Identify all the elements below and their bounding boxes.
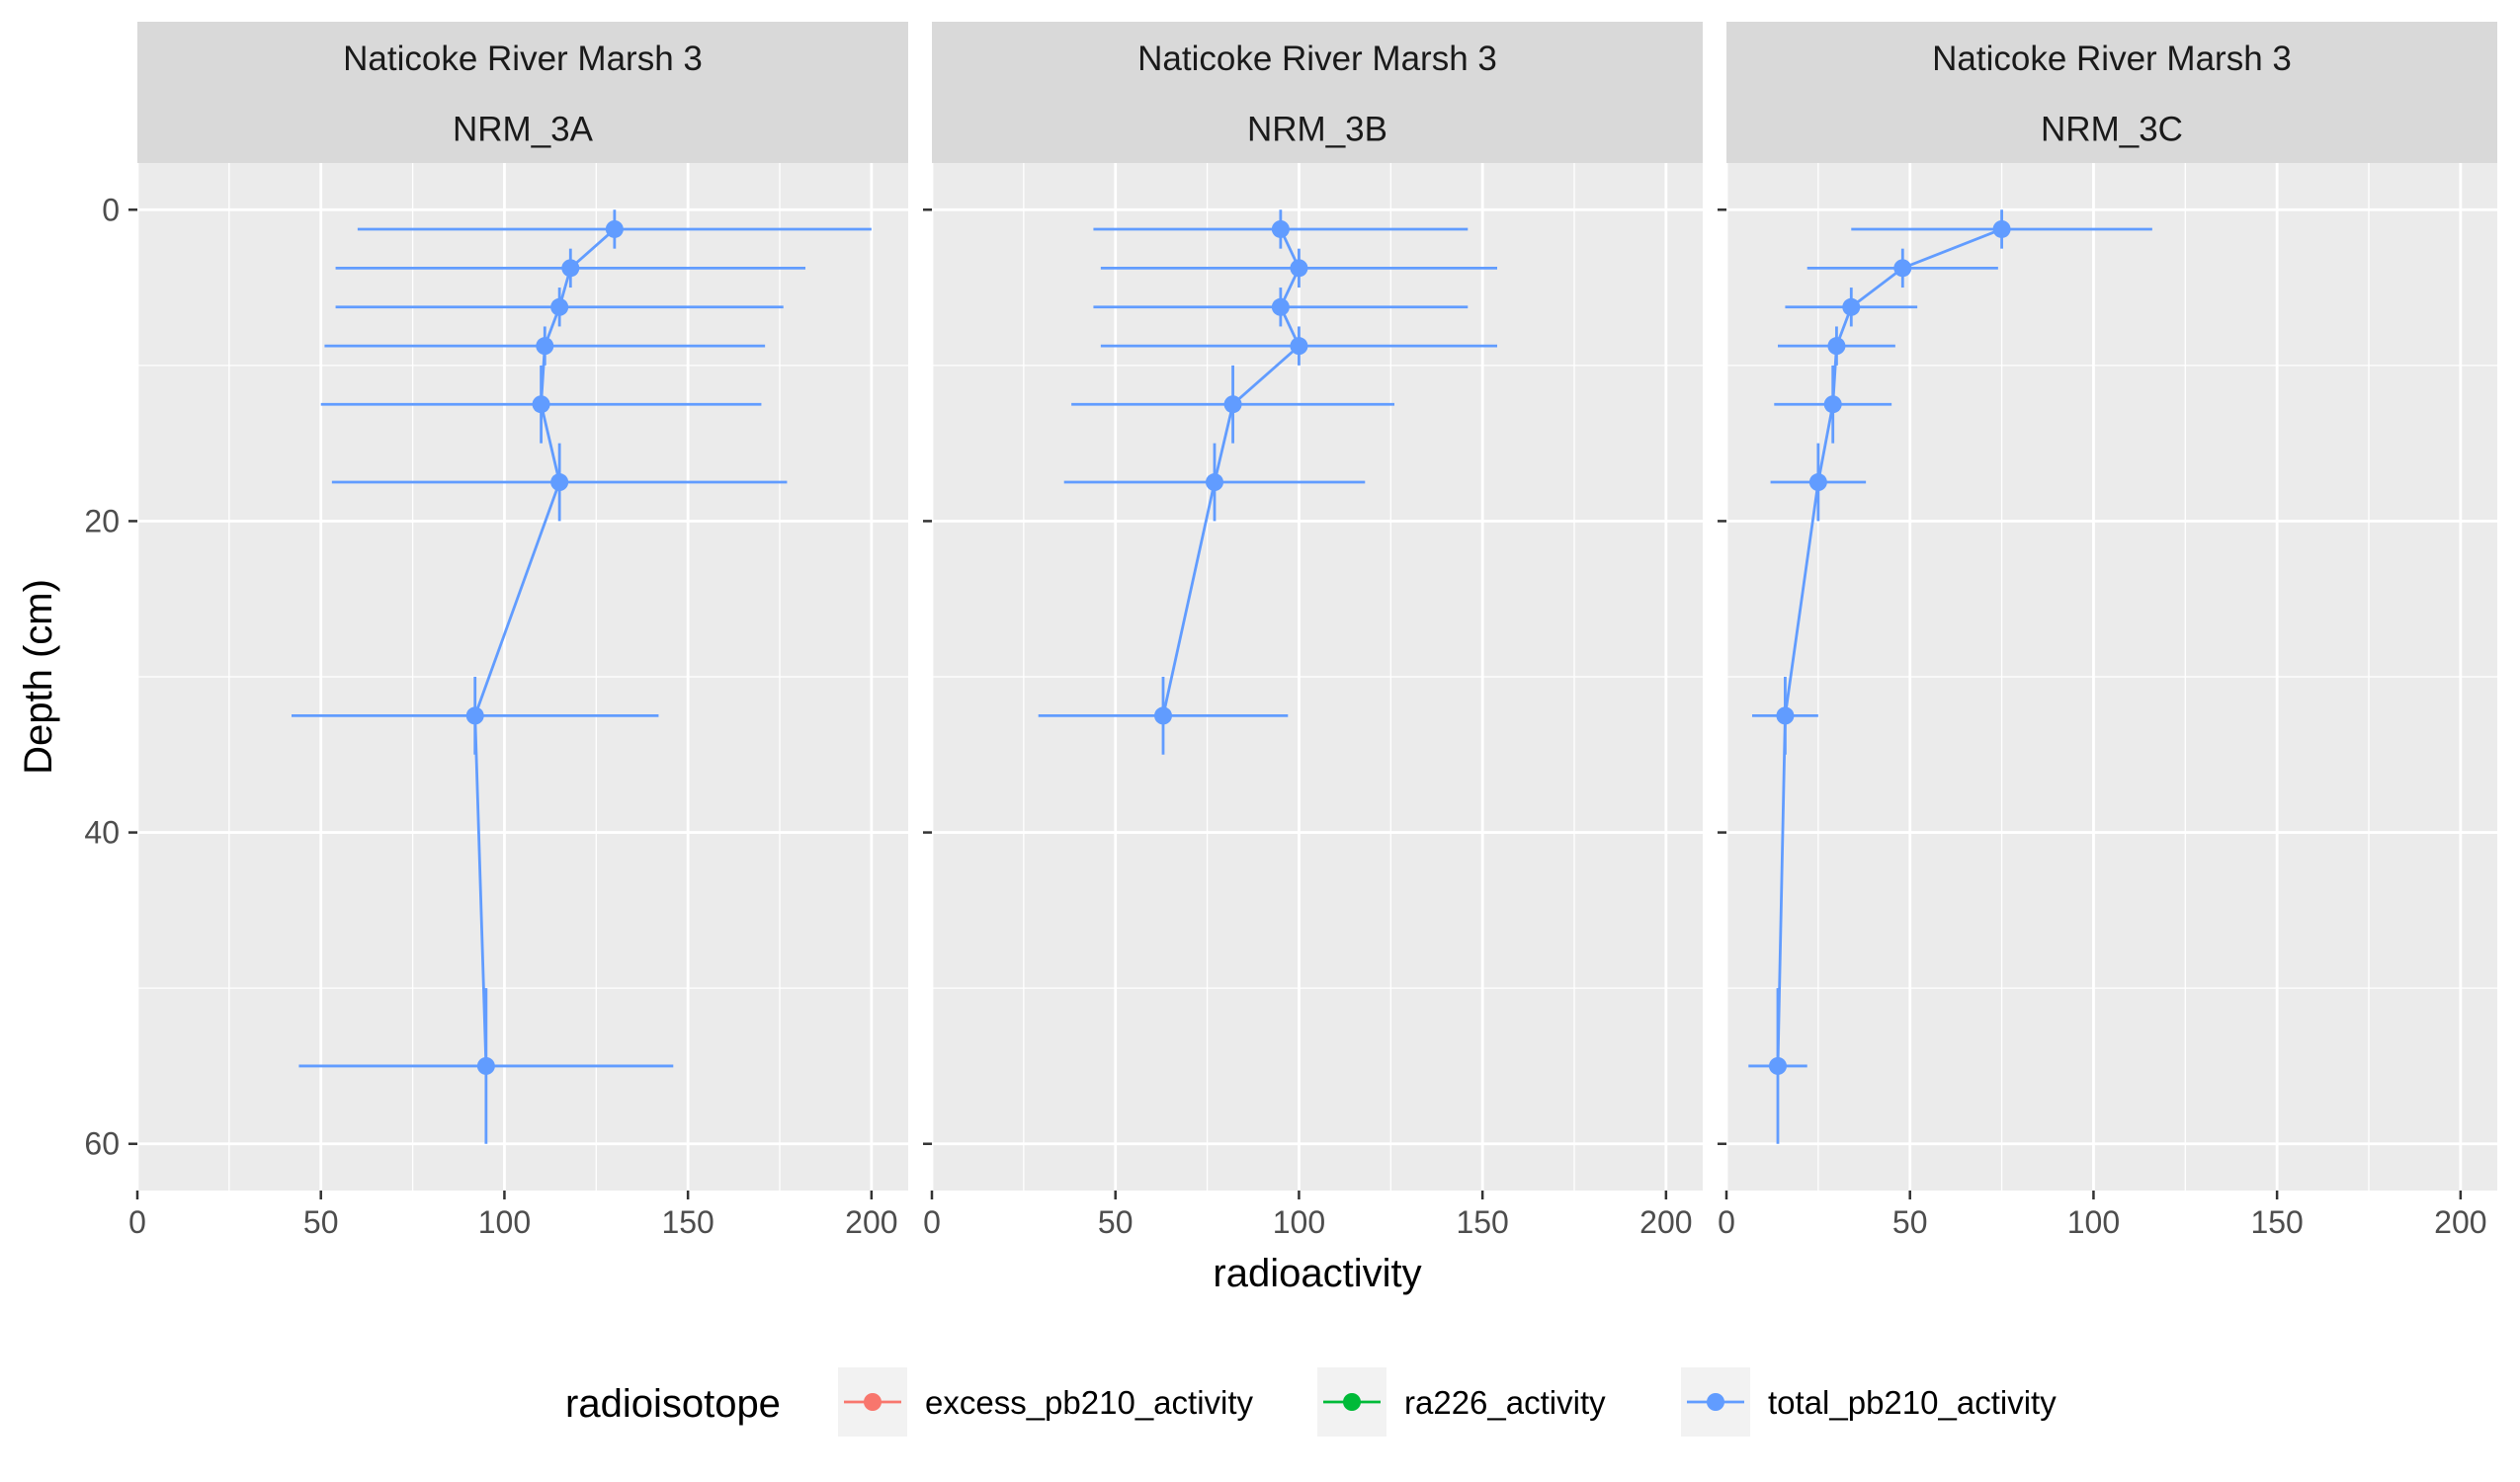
y-tick-label: 20 — [84, 503, 120, 538]
legend-entry: ra226_activity — [1317, 1367, 1606, 1437]
panel-3: Naticoke River Marsh 3 NRM_3C 0 50 100 150 200 — [1718, 22, 2497, 1240]
series-line — [1776, 227, 2003, 1066]
data-point — [536, 337, 554, 356]
data-point — [605, 219, 624, 238]
legend-entry-label: ra226_activity — [1404, 1384, 1606, 1421]
data-point — [550, 473, 569, 492]
strip-bottom-background — [137, 93, 908, 163]
data-point — [1808, 473, 1827, 492]
legend-entry-label: excess_pb210_activity — [925, 1384, 1254, 1421]
x-tick-label: 50 — [1098, 1204, 1134, 1240]
data-point — [532, 395, 550, 414]
data-point — [476, 1056, 495, 1075]
strip-top-background — [1726, 22, 2497, 93]
y-axis-label: Depth (cm) — [17, 579, 60, 775]
strip-bottom-background — [1726, 93, 2497, 163]
strip-top-background — [932, 22, 1703, 93]
y-tick-label: 0 — [102, 192, 120, 227]
data-point — [1769, 1056, 1787, 1075]
x-tick-label: 50 — [1892, 1204, 1928, 1240]
strip-bottom-label: NRM_3B — [1247, 111, 1387, 149]
x-tick-label: 0 — [1718, 1204, 1735, 1240]
legend-key-point — [1707, 1393, 1724, 1411]
data-point — [1271, 297, 1290, 316]
data-point — [561, 259, 580, 278]
strip-bottom-background — [932, 93, 1703, 163]
data-point — [1271, 219, 1290, 238]
data-point — [465, 706, 484, 725]
data-point — [1290, 259, 1308, 278]
x-tick-label: 150 — [1456, 1204, 1508, 1240]
data-point — [1206, 473, 1223, 492]
panel-2: Naticoke River Marsh 3 NRM_3B 0 50 100 150 200 — [923, 22, 1703, 1240]
legend-entry: excess_pb210_activity — [838, 1367, 1254, 1437]
y-tick-label: 40 — [84, 815, 120, 851]
data-point — [1893, 259, 1912, 278]
x-tick-label: 50 — [303, 1204, 339, 1240]
legend-key-point — [1343, 1393, 1361, 1411]
x-tick-label: 100 — [478, 1204, 531, 1240]
strip-top-label: Naticoke River Marsh 3 — [1137, 40, 1497, 78]
x-tick-label: 0 — [128, 1204, 146, 1240]
strip-top-label: Naticoke River Marsh 3 — [1932, 40, 2292, 78]
data-point — [550, 297, 569, 316]
data-point — [1223, 395, 1242, 414]
x-tick-label: 150 — [661, 1204, 714, 1240]
x-tick-label: 100 — [1273, 1204, 1325, 1240]
legend-entry-label: total_pb210_activity — [1768, 1384, 2057, 1421]
data-point — [1827, 337, 1846, 356]
legend-key-point — [864, 1393, 882, 1411]
x-tick-label: 150 — [2250, 1204, 2303, 1240]
x-tick-label: 200 — [2434, 1204, 2486, 1240]
x-tick-label: 100 — [2067, 1204, 2120, 1240]
legend-title: radioisotope — [565, 1382, 781, 1426]
data-point — [1154, 706, 1172, 725]
y-tick-label: 60 — [84, 1126, 120, 1162]
data-point — [1290, 337, 1308, 356]
data-point — [1992, 219, 2011, 238]
x-tick-label: 0 — [923, 1204, 941, 1240]
legend: radioisotope excess_pb210_activity ra226_… — [565, 1367, 2057, 1437]
strip-top-background — [137, 22, 908, 93]
strip-top-label: Naticoke River Marsh 3 — [343, 40, 703, 78]
x-tick-label: 200 — [1639, 1204, 1692, 1240]
data-point — [1842, 297, 1861, 316]
strip-bottom-label: NRM_3C — [2041, 111, 2183, 149]
x-axis-label: radioactivity — [1213, 1252, 1421, 1295]
data-point — [1776, 706, 1795, 725]
legend-entry: total_pb210_activity — [1681, 1367, 2057, 1437]
x-tick-label: 200 — [845, 1204, 897, 1240]
strip-bottom-label: NRM_3A — [453, 111, 594, 149]
data-point — [1823, 395, 1842, 414]
